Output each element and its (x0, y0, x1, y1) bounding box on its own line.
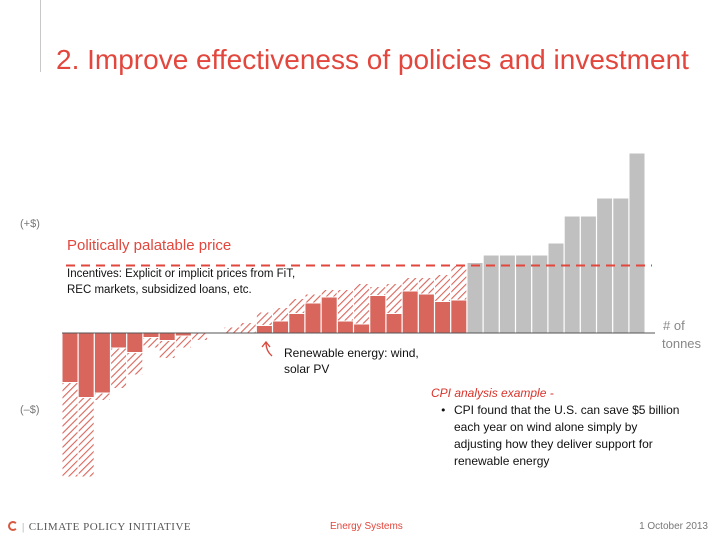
footer-brand: | CLIMATE POLICY INITIATIVE (8, 521, 191, 533)
footer-date: 1 October 2013 (639, 521, 708, 532)
gray-bar-26 (482, 254, 500, 334)
cpi-bullet-line-4: renewable energy (454, 454, 549, 468)
solid-bar-2 (93, 332, 111, 394)
solid-bar-15 (304, 302, 322, 334)
solid-bar-24 (450, 299, 468, 334)
y-label-negative: (–$) (20, 404, 40, 416)
solid-bar-4 (126, 332, 144, 353)
gray-bar-27 (498, 254, 516, 334)
cpi-logo-icon (8, 521, 18, 531)
renewable-pointer-arrow (265, 342, 273, 357)
x-label-line-1: # of (663, 318, 685, 333)
hatched-bar-11 (239, 322, 257, 334)
gray-bar-31 (563, 215, 581, 334)
footer-org-name: CLIMATE POLICY INITIATIVE (28, 521, 192, 533)
cpi-bullet-line-3: adjusting how they deliver support for (454, 437, 653, 451)
renewable-pointer-arrowhead (261, 340, 271, 348)
incentives-label-line-1: Incentives: Explicit or implicit prices … (67, 268, 295, 280)
renewable-label-line-1: Renewable energy: wind, (284, 346, 419, 360)
bullet-icon: • (440, 404, 447, 417)
x-label-line-2: tonnes (662, 336, 702, 351)
solid-bar-17 (336, 320, 354, 334)
solid-bar-1 (77, 332, 95, 398)
cpi-bullet-line-2: each year on wind alone simply by (454, 420, 637, 434)
hatched-bar-10 (223, 326, 241, 334)
footer-section: Energy Systems (330, 521, 403, 532)
palatable-price-label: Politically palatable price (67, 237, 231, 254)
solid-bar-0 (61, 332, 79, 383)
incentives-label-line-2: REC markets, subsidized loans, etc. (67, 284, 252, 296)
solid-bar-19 (369, 295, 387, 334)
solid-bar-14 (288, 313, 306, 334)
cpi-example-heading: CPI analysis example - (431, 386, 554, 400)
solid-bar-3 (110, 332, 128, 349)
solid-bar-16 (320, 296, 338, 334)
renewable-label-line-2: solar PV (284, 362, 329, 376)
solid-bar-22 (417, 293, 435, 334)
solid-bar-20 (385, 313, 403, 334)
gray-bar-29 (531, 254, 549, 334)
page-title: 2. Improve effectiveness of policies and… (56, 44, 689, 75)
solid-bar-21 (401, 290, 419, 334)
gray-bar-28 (515, 254, 533, 334)
footer-separator: | (22, 521, 25, 533)
gray-bar-30 (547, 242, 565, 334)
gray-bar-35 (628, 152, 646, 334)
solid-bar-18 (353, 323, 371, 334)
hatched-bar-8 (191, 332, 209, 341)
solid-bar-12 (255, 325, 273, 334)
y-label-positive: (+$) (20, 218, 40, 230)
gray-bar-32 (579, 215, 597, 334)
solid-bar-23 (434, 301, 452, 334)
solid-bar-6 (158, 332, 176, 341)
gray-bar-25 (466, 262, 484, 334)
solid-bar-13 (272, 320, 290, 334)
solid-bar-5 (142, 332, 160, 338)
title-divider (40, 0, 41, 72)
cpi-bullet-line-1: CPI found that the U.S. can save $5 bill… (454, 403, 679, 417)
